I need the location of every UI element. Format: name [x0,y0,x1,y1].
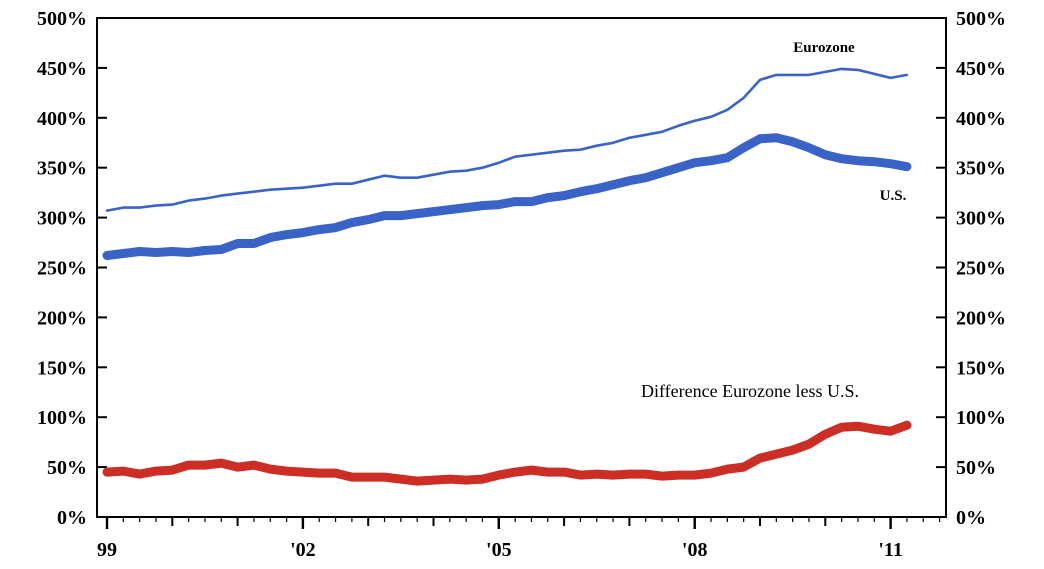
annotation-us: U.S. [880,188,907,204]
y-tick-label-left: 350% [37,158,87,180]
y-tick-label-left: 450% [37,58,87,80]
y-tick-label-right: 400% [956,108,1006,130]
y-tick-label-left: 500% [37,8,87,30]
y-tick-label-right: 200% [956,307,1006,329]
y-tick-label-right: 50% [956,457,996,479]
y-tick-label-left: 50% [47,457,87,479]
y-tick-label-right: 250% [956,258,1006,280]
y-tick-label-right: 450% [956,58,1006,80]
y-tick-label-left: 0% [57,507,87,529]
y-tick-label-right: 300% [956,208,1006,230]
y-tick-label-right: 350% [956,158,1006,180]
y-tick-label-left: 100% [37,407,87,429]
x-tick-label: '08 [682,539,708,561]
annotation-difference: Difference Eurozone less U.S. [641,381,859,401]
y-tick-label-left: 300% [37,208,87,230]
series-layer [102,67,912,486]
y-tick-label-left: 150% [37,357,87,379]
y-tick-label-left: 400% [37,108,87,130]
y-tick-label-right: 100% [956,407,1006,429]
series-line-difference [102,420,912,486]
labels-layer: Eurozone U.S. Difference Eurozone less U.S… [216,40,907,569]
annotation-eurozone: Eurozone [793,40,855,56]
x-tick-label: '11 [878,539,902,561]
y-tick-label-right: 500% [956,8,1006,30]
series-line-eurozone [105,67,909,212]
y-tick-label-left: 200% [37,307,87,329]
y-tick-label-right: 0% [956,507,986,529]
y-tick-label-right: 150% [956,357,1006,379]
x-tick-label: 99 [97,539,117,561]
x-tick-label: '02 [290,539,316,561]
y-tick-label-left: 250% [37,258,87,280]
axes-layer: 0% 0% 50% 50% 100% 100% 150% 150% 200% 200% 250% 25… [37,8,1006,561]
series-line-us [102,133,912,260]
x-tick-label: '05 [486,539,512,561]
